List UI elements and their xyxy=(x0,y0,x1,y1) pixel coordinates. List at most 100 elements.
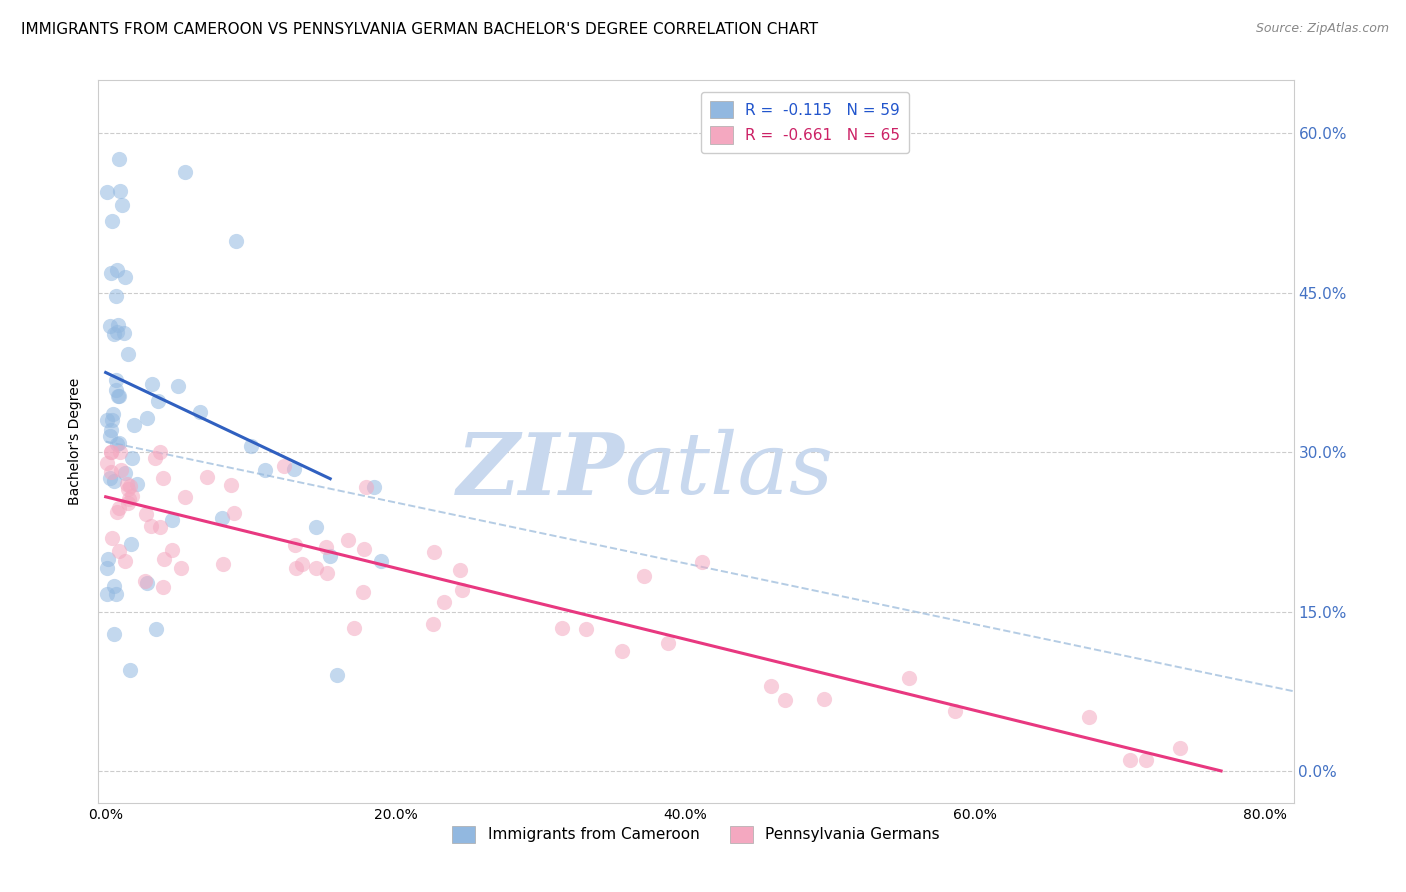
Point xyxy=(101,531,124,545)
Point xyxy=(633,569,655,583)
Point xyxy=(1078,710,1101,724)
Point xyxy=(98,470,121,484)
Point xyxy=(149,445,172,459)
Point xyxy=(173,490,195,504)
Point xyxy=(188,405,211,419)
Text: Source: ZipAtlas.com: Source: ZipAtlas.com xyxy=(1256,22,1389,36)
Point xyxy=(610,643,633,657)
Point xyxy=(153,552,176,566)
Point xyxy=(100,266,122,280)
Point xyxy=(775,693,797,707)
Point xyxy=(145,622,167,636)
Point xyxy=(326,668,349,682)
Point xyxy=(96,587,118,601)
Point xyxy=(105,373,128,387)
Point xyxy=(105,505,128,519)
Point xyxy=(943,704,966,718)
Point xyxy=(100,445,122,459)
Point xyxy=(353,541,375,556)
Text: IMMIGRANTS FROM CAMEROON VS PENNSYLVANIA GERMAN BACHELOR'S DEGREE CORRELATION CH: IMMIGRANTS FROM CAMEROON VS PENNSYLVANIA… xyxy=(21,22,818,37)
Point xyxy=(120,537,142,551)
Point xyxy=(354,480,377,494)
Point xyxy=(305,520,328,534)
Point xyxy=(449,563,471,577)
Point xyxy=(174,165,197,179)
Text: atlas: atlas xyxy=(624,429,834,512)
Point xyxy=(115,477,138,491)
Point xyxy=(273,458,295,473)
Point xyxy=(1118,753,1140,767)
Point xyxy=(219,478,242,492)
Point xyxy=(114,554,136,568)
Point xyxy=(108,445,131,459)
Point xyxy=(100,466,122,480)
Point xyxy=(114,466,136,480)
Point xyxy=(107,318,129,333)
Point xyxy=(1168,740,1191,755)
Point xyxy=(108,501,131,516)
Point xyxy=(117,483,139,497)
Point xyxy=(759,680,782,694)
Point xyxy=(107,543,129,558)
Point xyxy=(118,491,141,506)
Point xyxy=(112,326,135,340)
Point xyxy=(152,471,174,485)
Point xyxy=(146,394,169,409)
Point xyxy=(100,413,122,427)
Point xyxy=(211,510,233,524)
Text: ZIP: ZIP xyxy=(457,429,624,512)
Point xyxy=(315,540,337,554)
Point xyxy=(152,580,174,594)
Point xyxy=(108,389,131,403)
Point xyxy=(105,289,128,303)
Point xyxy=(162,542,184,557)
Point xyxy=(1135,753,1157,767)
Point xyxy=(117,347,139,361)
Legend: Immigrants from Cameroon, Pennsylvania Germans: Immigrants from Cameroon, Pennsylvania G… xyxy=(446,820,946,849)
Point xyxy=(105,326,128,340)
Point xyxy=(134,574,156,589)
Point xyxy=(284,561,307,575)
Point xyxy=(103,579,125,593)
Point xyxy=(423,545,446,559)
Point xyxy=(105,587,128,601)
Point xyxy=(98,429,121,443)
Point xyxy=(319,549,342,564)
Point xyxy=(96,456,118,470)
Point xyxy=(291,557,314,571)
Point xyxy=(167,379,190,393)
Point xyxy=(195,470,218,484)
Point xyxy=(141,519,163,533)
Point xyxy=(100,423,122,437)
Point xyxy=(103,327,125,342)
Y-axis label: Bachelor's Degree: Bachelor's Degree xyxy=(69,378,83,505)
Point xyxy=(98,319,121,334)
Point xyxy=(239,439,262,453)
Point xyxy=(110,198,132,212)
Point xyxy=(118,663,141,677)
Point xyxy=(170,560,193,574)
Point xyxy=(316,566,339,580)
Point xyxy=(422,616,444,631)
Point xyxy=(897,671,920,685)
Point xyxy=(575,623,598,637)
Point xyxy=(97,552,120,566)
Point xyxy=(211,557,233,571)
Point xyxy=(100,445,122,459)
Point xyxy=(451,582,474,597)
Point xyxy=(352,584,374,599)
Point xyxy=(118,479,141,493)
Point xyxy=(160,512,183,526)
Point xyxy=(433,594,456,608)
Point xyxy=(122,418,145,433)
Point xyxy=(136,575,159,590)
Point xyxy=(121,451,143,466)
Point xyxy=(105,263,128,277)
Point xyxy=(96,185,118,199)
Point xyxy=(103,474,125,488)
Point xyxy=(141,376,163,391)
Point xyxy=(101,214,124,228)
Point xyxy=(96,560,118,574)
Point xyxy=(690,555,713,569)
Point xyxy=(127,477,149,491)
